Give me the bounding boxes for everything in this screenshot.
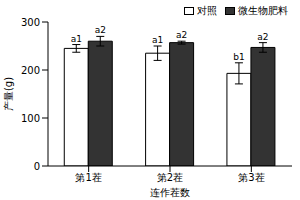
svg-text:a2: a2 [95, 25, 106, 35]
svg-text:0: 0 [34, 161, 40, 172]
svg-text:100: 100 [21, 113, 40, 124]
svg-text:连作茬数: 连作茬数 [150, 187, 190, 198]
html-text:对照: 对照 [197, 5, 217, 16]
svg-text:第3茬: 第3茬 [238, 172, 264, 183]
svg-text:200: 200 [21, 65, 40, 76]
svg-text:a1: a1 [71, 34, 82, 44]
svg-text:第2茬: 第2茬 [157, 172, 183, 183]
html-text:微生物肥料: 微生物肥料 [238, 5, 288, 16]
svg-text:a2: a2 [257, 32, 268, 42]
svg-text:b1: b1 [233, 52, 244, 62]
svg-text:300: 300 [21, 17, 40, 28]
svg-text:产量(g): 产量(g) [8, 77, 14, 111]
svg-text:第1茬: 第1茬 [75, 172, 101, 183]
svg-text:a2: a2 [176, 30, 187, 40]
svg-text:a1: a1 [152, 35, 163, 45]
